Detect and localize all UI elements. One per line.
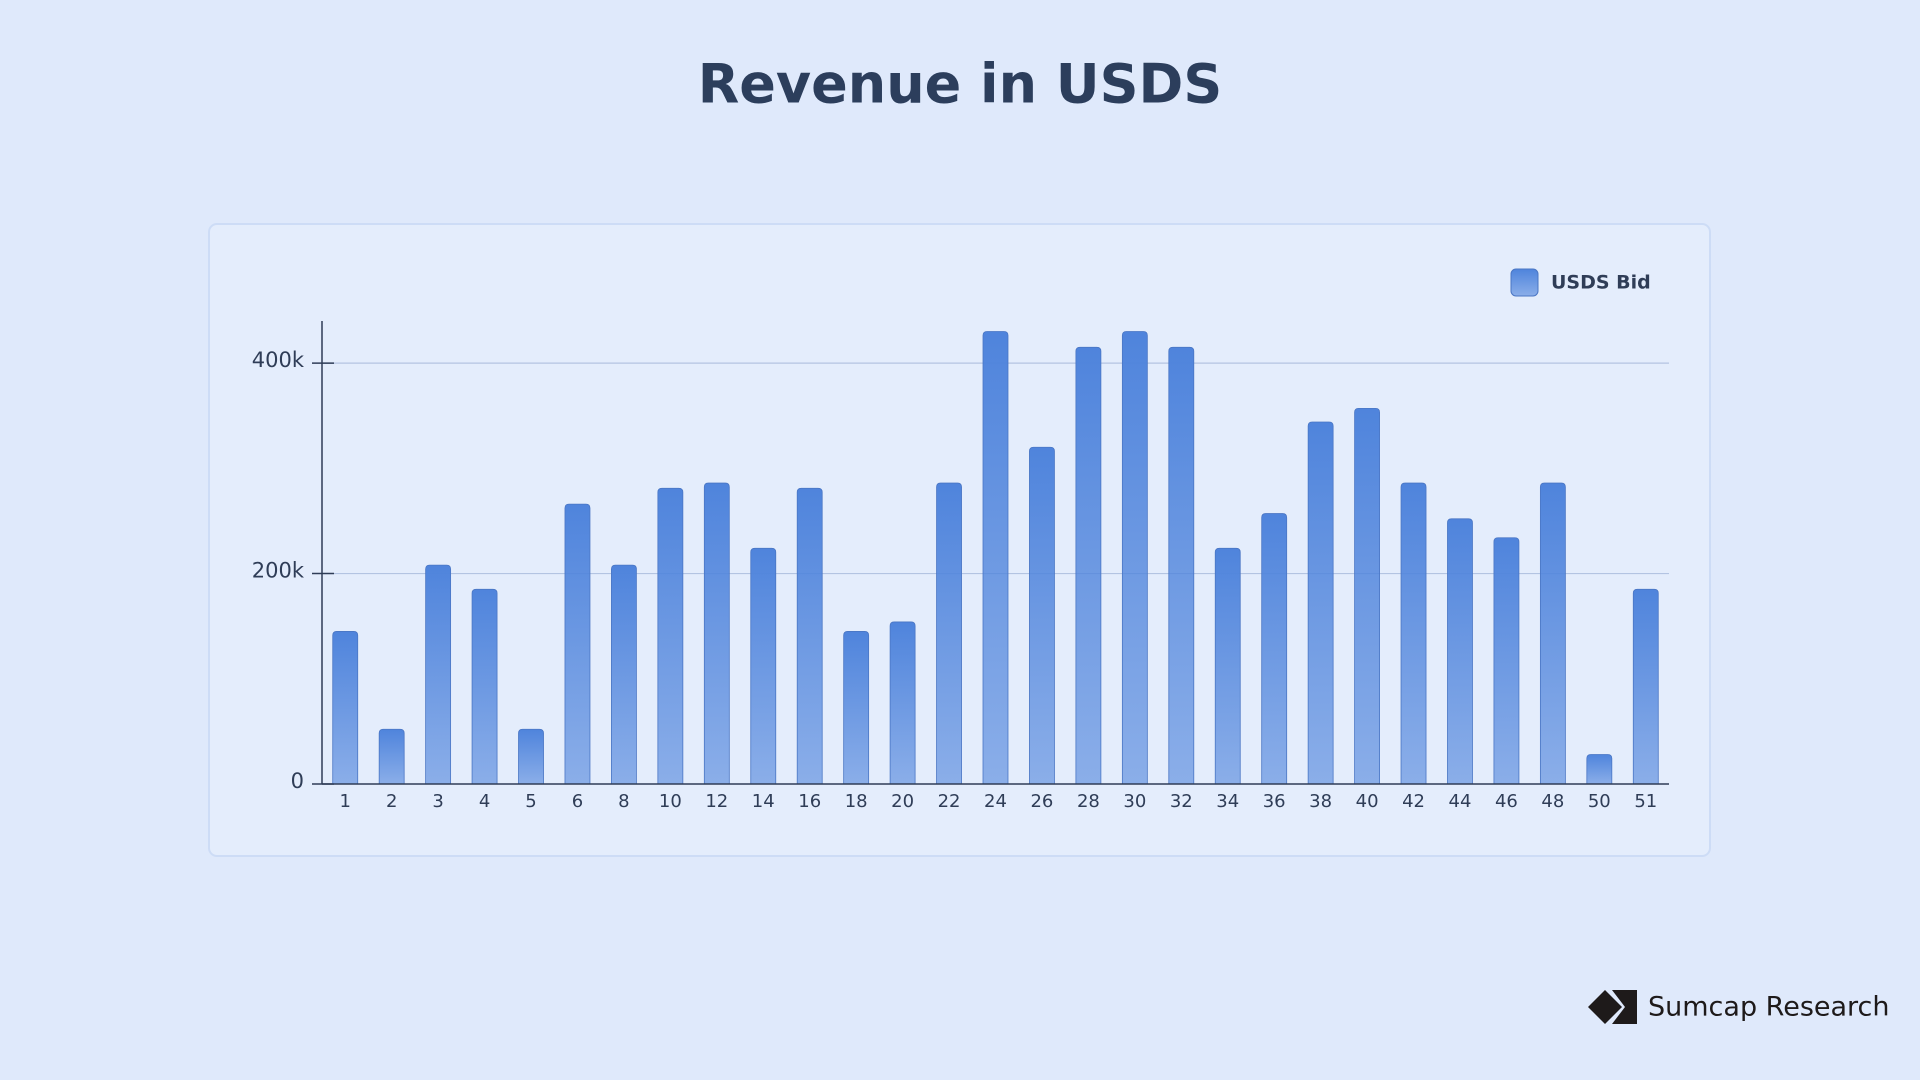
x-tick-label: 5 <box>525 791 536 812</box>
bar <box>750 547 777 785</box>
bar <box>1168 346 1195 785</box>
bar <box>657 487 684 785</box>
x-tick-label: 50 <box>1588 791 1611 812</box>
x-tick-label: 20 <box>891 791 914 812</box>
bar <box>1539 482 1566 785</box>
x-tick-label: 18 <box>845 791 868 812</box>
x-tick-label: 40 <box>1356 791 1379 812</box>
bar <box>425 564 452 785</box>
bar <box>796 487 823 785</box>
bar <box>1400 482 1427 785</box>
bar <box>1354 407 1380 785</box>
x-tick-label: 26 <box>1030 791 1053 812</box>
x-tick-label: 24 <box>984 791 1007 812</box>
x-tick-label: 16 <box>798 791 821 812</box>
chart-title: Revenue in USDS <box>698 53 1223 116</box>
x-tick-label: 3 <box>432 791 443 812</box>
legend-label: USDS Bid <box>1551 272 1651 294</box>
bar <box>843 631 870 785</box>
logo <box>1588 990 1637 1024</box>
y-tick-label: 400k <box>252 348 305 372</box>
x-tick-label: 32 <box>1170 791 1193 812</box>
bar <box>1121 331 1148 785</box>
bar <box>1632 588 1659 785</box>
x-tick-label: 36 <box>1263 791 1286 812</box>
x-tick-label: 51 <box>1634 791 1657 812</box>
x-tick-label: 14 <box>752 791 775 812</box>
y-tick-label: 0 <box>291 769 304 793</box>
x-tick-label: 34 <box>1216 791 1239 812</box>
bar <box>1261 513 1288 785</box>
bar <box>1447 518 1473 785</box>
bar <box>332 631 359 785</box>
bar <box>1075 346 1102 785</box>
x-tick-label: 48 <box>1541 791 1564 812</box>
x-tick-label: 28 <box>1077 791 1100 812</box>
bar <box>1586 754 1613 785</box>
bar <box>564 503 591 785</box>
x-tick-label: 38 <box>1309 791 1332 812</box>
bar <box>1307 421 1334 785</box>
x-tick-label: 10 <box>659 791 682 812</box>
brand-name: Sumcap Research <box>1648 992 1890 1023</box>
x-tick-label: 46 <box>1495 791 1518 812</box>
legend-swatch <box>1510 268 1539 297</box>
bar <box>471 588 498 785</box>
x-tick-label: 44 <box>1449 791 1472 812</box>
bar <box>611 564 637 785</box>
bar <box>518 728 544 785</box>
x-tick-label: 12 <box>705 791 728 812</box>
bar <box>703 482 730 785</box>
x-tick-label: 2 <box>386 791 397 812</box>
x-tick-label: 8 <box>618 791 629 812</box>
bar <box>889 621 916 785</box>
x-tick-label: 4 <box>479 791 490 812</box>
x-tick-label: 1 <box>339 791 350 812</box>
x-tick-label: 22 <box>938 791 961 812</box>
bar <box>936 482 962 785</box>
bar <box>982 331 1009 785</box>
x-tick-label: 6 <box>572 791 583 812</box>
x-tick-label: 42 <box>1402 791 1425 812</box>
y-tick-label: 200k <box>252 559 305 583</box>
bar <box>1214 547 1241 785</box>
x-tick-label: 30 <box>1123 791 1146 812</box>
bar <box>378 728 405 785</box>
bar <box>1029 446 1055 785</box>
bar <box>1493 537 1520 785</box>
